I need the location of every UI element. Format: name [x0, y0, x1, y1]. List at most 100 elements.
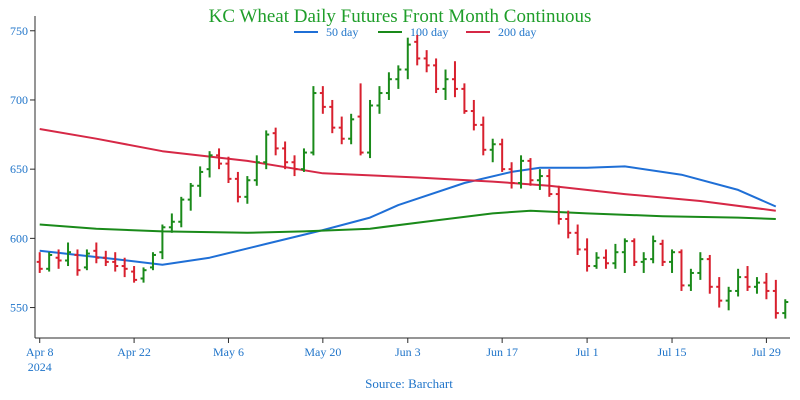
ohlc-bar — [55, 249, 62, 269]
x-tick-label: Jul 15 — [658, 345, 687, 359]
x-tick-label: Apr 22 — [117, 345, 151, 359]
ohlc-bar — [300, 148, 307, 172]
ohlc-bar — [244, 176, 251, 204]
ohlc-bar — [263, 130, 270, 170]
ohlc-bar — [433, 58, 440, 94]
ohlc-bar — [659, 239, 666, 267]
y-tick-label: 550 — [10, 301, 28, 315]
ohlc-bar — [357, 83, 364, 156]
ohlc-bar — [697, 252, 704, 280]
x-tick-label: Jul 1 — [576, 345, 599, 359]
ohlc-bar — [291, 155, 298, 177]
ohlc-bar — [574, 224, 581, 255]
ohlc-bar — [46, 252, 53, 272]
ohlc-bar — [272, 127, 279, 156]
ohlc-bar — [187, 183, 194, 211]
ohlc-bar — [385, 72, 392, 100]
ohlc-bar — [602, 249, 609, 269]
ohlc-bar — [234, 171, 241, 203]
ohlc-bar — [423, 50, 430, 73]
legend: 50 day 100 day 200 day — [294, 25, 536, 39]
ohlc-bar — [687, 268, 694, 291]
ohlc-bar — [102, 250, 109, 267]
ohlc-bar — [329, 99, 336, 134]
ohlc-bar — [149, 252, 156, 271]
ohlc-bar — [112, 252, 119, 272]
ohlc-bar — [168, 213, 175, 233]
ohlc-bar — [763, 272, 770, 300]
ohlc-bar — [65, 242, 72, 267]
ohlc-bar — [253, 155, 260, 186]
ohlc-bar — [451, 61, 458, 98]
x-tick-label: May 20 — [304, 345, 341, 359]
ohlc-bar — [461, 83, 468, 114]
x-tick-label: Jun 3 — [395, 345, 421, 359]
ohlc-bar — [725, 286, 732, 311]
ohlc-bar — [178, 196, 185, 228]
ohlc-bar — [650, 235, 657, 264]
ohlc-bar — [470, 99, 477, 131]
ohlc-bar — [74, 249, 81, 276]
ohlc-bar — [395, 65, 402, 89]
ma-line-200-day — [39, 128, 776, 212]
legend-item: 200 day — [466, 25, 536, 39]
ohlc-bar — [121, 257, 128, 278]
ohlc-bar — [621, 238, 628, 273]
moving-average-lines — [39, 128, 777, 266]
ohlc-bar — [631, 238, 638, 267]
x-tick-label: May 6 — [213, 345, 244, 359]
ohlc-bar — [706, 254, 713, 294]
x-tick-label: Jul 29 — [752, 345, 781, 359]
ohlc-bar — [159, 224, 166, 260]
ohlc-bar — [442, 69, 449, 100]
ohlc-bars — [36, 34, 789, 319]
ohlc-bar — [565, 210, 572, 239]
ohlc-bar — [518, 155, 525, 189]
ohlc-bar — [414, 34, 421, 66]
legend-label: 50 day — [326, 25, 358, 39]
ohlc-bar — [140, 267, 147, 283]
ohlc-bar — [367, 99, 374, 159]
ohlc-bar — [716, 277, 723, 308]
ohlc-bar — [782, 299, 789, 319]
ohlc-bar — [678, 249, 685, 291]
x-tick-label: Jun 17 — [486, 345, 518, 359]
legend-label: 200 day — [498, 25, 536, 39]
ohlc-bar — [83, 249, 90, 271]
ohlc-bar — [744, 266, 751, 291]
chart-title: KC Wheat Daily Futures Front Month Conti… — [209, 6, 592, 27]
ohlc-bar — [508, 162, 515, 189]
ohlc-bar — [197, 166, 204, 197]
ohlc-bar — [480, 116, 487, 156]
ohlc-bar — [546, 169, 553, 197]
legend-label: 100 day — [410, 25, 448, 39]
y-tick-label: 650 — [10, 162, 28, 176]
y-tick-label: 750 — [10, 24, 28, 38]
ohlc-bar — [555, 185, 562, 225]
ohlc-bar — [376, 86, 383, 114]
ohlc-bar — [310, 86, 317, 156]
x-tick-label: Apr 8 — [26, 345, 54, 359]
y-axis: 550 600 650 700 750 — [10, 16, 36, 338]
ohlc-bar — [282, 141, 289, 170]
ohlc-bar — [338, 116, 345, 145]
ohlc-bar — [669, 249, 676, 273]
ohlc-bar — [593, 252, 600, 269]
ohlc-bar — [772, 279, 779, 319]
x-tick-sublabel: 2024 — [28, 360, 52, 374]
y-tick-label: 700 — [10, 93, 28, 107]
ohlc-bar — [36, 252, 43, 273]
legend-item: 50 day — [294, 25, 358, 39]
y-tick-label: 600 — [10, 231, 28, 245]
ohlc-bar — [319, 86, 326, 114]
ma-line-50-day — [39, 165, 777, 266]
legend-item: 100 day — [378, 25, 448, 39]
ohlc-bar — [640, 252, 647, 273]
ohlc-bar — [216, 148, 223, 170]
ohlc-bar — [225, 156, 232, 183]
ma-line-100-day — [39, 209, 776, 234]
ohlc-bar — [612, 243, 619, 269]
ohlc-bar — [527, 158, 534, 186]
